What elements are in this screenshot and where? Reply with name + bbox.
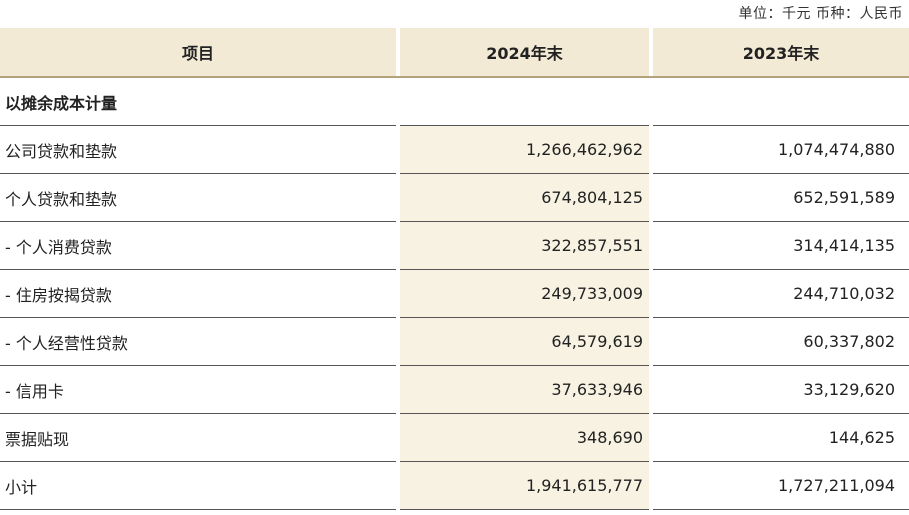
header-item: 项目 [0, 28, 396, 76]
row-item: 小计 [0, 462, 396, 510]
table-header: 项目 2024年末 2023年末 [0, 28, 909, 78]
section-empty-2023 [653, 78, 909, 126]
row-item: - 个人经营性贷款 [0, 318, 396, 366]
table-row: - 个人消费贷款 322,857,551 314,414,135 [0, 222, 909, 270]
row-2024: 1,941,615,777 [400, 462, 649, 510]
row-2023: 60,337,802 [653, 318, 909, 366]
row-2024: 674,804,125 [400, 174, 649, 222]
section-row: 以摊余成本计量 [0, 78, 909, 126]
row-item: - 信用卡 [0, 366, 396, 414]
table-row: 票据贴现 348,690 144,625 [0, 414, 909, 462]
row-2023: 244,710,032 [653, 270, 909, 318]
row-2024: 1,266,462,962 [400, 126, 649, 174]
table-row: - 住房按揭贷款 249,733,009 244,710,032 [0, 270, 909, 318]
table-row: 公司贷款和垫款 1,266,462,962 1,074,474,880 [0, 126, 909, 174]
row-item: - 住房按揭贷款 [0, 270, 396, 318]
row-2023: 1,727,211,094 [653, 462, 909, 510]
row-item: - 个人消费贷款 [0, 222, 396, 270]
header-2024: 2024年末 [400, 28, 649, 76]
table-row: 个人贷款和垫款 674,804,125 652,591,589 [0, 174, 909, 222]
row-2024: 64,579,619 [400, 318, 649, 366]
row-item: 个人贷款和垫款 [0, 174, 396, 222]
header-2023: 2023年末 [653, 28, 909, 76]
row-2023: 1,074,474,880 [653, 126, 909, 174]
row-item: 公司贷款和垫款 [0, 126, 396, 174]
unit-note: 单位：千元 币种：人民币 [738, 6, 903, 22]
row-2023: 144,625 [653, 414, 909, 462]
loans-table: 项目 2024年末 2023年末 以摊余成本计量 公司贷款和垫款 1,266,4… [0, 28, 909, 510]
row-item: 票据贴现 [0, 414, 396, 462]
section-empty-2024 [400, 78, 649, 126]
row-2024: 37,633,946 [400, 366, 649, 414]
table-row: - 个人经营性贷款 64,579,619 60,337,802 [0, 318, 909, 366]
row-2023: 33,129,620 [653, 366, 909, 414]
table-row: - 信用卡 37,633,946 33,129,620 [0, 366, 909, 414]
row-2023: 652,591,589 [653, 174, 909, 222]
row-2024: 348,690 [400, 414, 649, 462]
subtotal-row: 小计 1,941,615,777 1,727,211,094 [0, 462, 909, 510]
row-2024: 322,857,551 [400, 222, 649, 270]
row-2024: 249,733,009 [400, 270, 649, 318]
row-2023: 314,414,135 [653, 222, 909, 270]
section-title: 以摊余成本计量 [0, 78, 396, 126]
